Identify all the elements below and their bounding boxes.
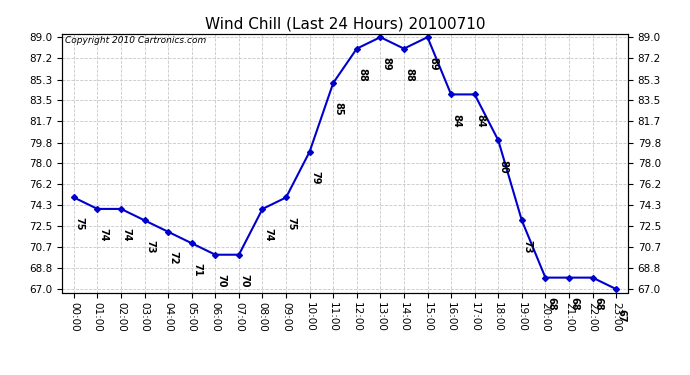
Text: Copyright 2010 Cartronics.com: Copyright 2010 Cartronics.com xyxy=(65,36,206,45)
Text: 74: 74 xyxy=(263,228,273,242)
Text: 85: 85 xyxy=(334,102,344,116)
Text: 68: 68 xyxy=(593,297,603,310)
Text: 84: 84 xyxy=(452,114,462,128)
Text: 73: 73 xyxy=(145,240,155,254)
Text: 89: 89 xyxy=(428,57,438,70)
Text: 79: 79 xyxy=(310,171,320,184)
Text: 67: 67 xyxy=(617,309,627,322)
Text: 75: 75 xyxy=(75,217,84,230)
Text: 74: 74 xyxy=(98,228,108,242)
Text: 89: 89 xyxy=(381,57,391,70)
Text: 68: 68 xyxy=(569,297,580,310)
Text: 71: 71 xyxy=(193,263,202,276)
Text: 72: 72 xyxy=(169,251,179,265)
Text: 88: 88 xyxy=(404,68,415,82)
Text: 70: 70 xyxy=(239,274,250,288)
Text: 88: 88 xyxy=(357,68,367,82)
Text: 80: 80 xyxy=(499,160,509,173)
Text: 70: 70 xyxy=(216,274,226,288)
Title: Wind Chill (Last 24 Hours) 20100710: Wind Chill (Last 24 Hours) 20100710 xyxy=(205,16,485,31)
Text: 75: 75 xyxy=(286,217,297,230)
Text: 68: 68 xyxy=(546,297,556,310)
Text: 74: 74 xyxy=(121,228,132,242)
Text: 73: 73 xyxy=(522,240,533,254)
Text: 84: 84 xyxy=(475,114,485,128)
